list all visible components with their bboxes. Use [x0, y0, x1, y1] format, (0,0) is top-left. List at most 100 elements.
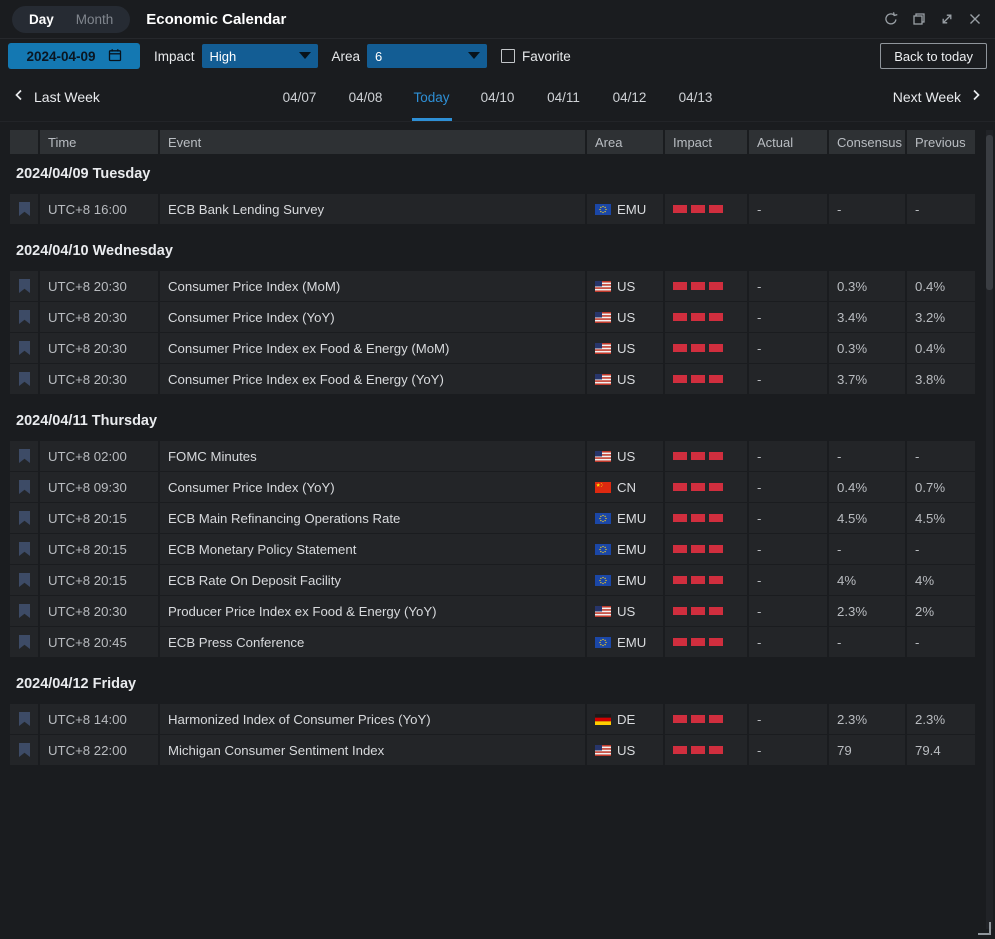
- header-time: Time: [40, 130, 158, 154]
- impact-bars: [665, 302, 747, 332]
- bookmark-icon[interactable]: [10, 704, 38, 734]
- day-tab[interactable]: 04/12: [597, 73, 663, 121]
- impact-bar: [709, 205, 723, 213]
- date-section: 2024/04/09 TuesdayUTC+8 16:00ECB Bank Le…: [10, 154, 975, 224]
- table-row[interactable]: UTC+8 20:30Consumer Price Index (MoM)US-…: [10, 271, 975, 301]
- restore-window-icon[interactable]: [911, 11, 927, 27]
- impact-bar: [709, 483, 723, 491]
- row-consensus: 0.3%: [829, 333, 905, 363]
- row-actual: -: [749, 333, 827, 363]
- bookmark-icon[interactable]: [10, 472, 38, 502]
- table-body: 2024/04/09 TuesdayUTC+8 16:00ECB Bank Le…: [10, 154, 975, 765]
- table-row[interactable]: UTC+8 22:00Michigan Consumer Sentiment I…: [10, 735, 975, 765]
- row-area: EMU: [587, 627, 663, 657]
- day-tab[interactable]: 04/13: [663, 73, 729, 121]
- row-area: EMU: [587, 565, 663, 595]
- refresh-icon[interactable]: [883, 11, 899, 27]
- events-table: Time Event Area Impact Actual Consensus …: [0, 122, 995, 765]
- day-tab[interactable]: 04/10: [465, 73, 531, 121]
- table-row[interactable]: UTC+8 14:00Harmonized Index of Consumer …: [10, 704, 975, 734]
- bookmark-icon[interactable]: [10, 302, 38, 332]
- table-row[interactable]: UTC+8 02:00FOMC MinutesUS---: [10, 441, 975, 471]
- bookmark-icon[interactable]: [10, 194, 38, 224]
- day-tab[interactable]: 04/11: [531, 73, 597, 121]
- de-flag-icon: [595, 714, 611, 725]
- month-toggle[interactable]: Month: [65, 6, 125, 33]
- table-row[interactable]: UTC+8 20:15ECB Main Refinancing Operatio…: [10, 503, 975, 533]
- date-section-header: 2024/04/10 Wednesday: [10, 231, 975, 271]
- row-event: ECB Press Conference: [160, 627, 585, 657]
- table-row[interactable]: UTC+8 09:30Consumer Price Index (YoY)CN-…: [10, 472, 975, 502]
- date-section-header: 2024/04/09 Tuesday: [10, 154, 975, 194]
- table-row[interactable]: UTC+8 20:15ECB Monetary Policy Statement…: [10, 534, 975, 564]
- row-time: UTC+8 20:30: [40, 271, 158, 301]
- bookmark-icon[interactable]: [10, 441, 38, 471]
- row-time: UTC+8 20:30: [40, 302, 158, 332]
- row-consensus: -: [829, 627, 905, 657]
- bookmark-icon[interactable]: [10, 627, 38, 657]
- next-week-button[interactable]: Next Week: [893, 87, 983, 108]
- resize-handle-icon[interactable]: [978, 922, 991, 935]
- bookmark-icon[interactable]: [10, 596, 38, 626]
- expand-icon[interactable]: [939, 11, 955, 27]
- view-toggle: Day Month: [12, 6, 130, 33]
- table-row[interactable]: UTC+8 20:30Producer Price Index ex Food …: [10, 596, 975, 626]
- area-code: EMU: [617, 511, 646, 526]
- day-toggle[interactable]: Day: [18, 6, 65, 33]
- row-previous: 79.4: [907, 735, 975, 765]
- area-label: Area: [332, 49, 361, 64]
- impact-dropdown[interactable]: High: [202, 44, 318, 68]
- table-row[interactable]: UTC+8 16:00ECB Bank Lending SurveyEMU---: [10, 194, 975, 224]
- scrollbar-thumb[interactable]: [986, 135, 993, 290]
- date-picker[interactable]: 2024-04-09: [8, 43, 140, 69]
- row-event: ECB Bank Lending Survey: [160, 194, 585, 224]
- impact-bar: [691, 607, 705, 615]
- day-tab-today[interactable]: Today: [399, 73, 465, 121]
- table-row[interactable]: UTC+8 20:30Consumer Price Index ex Food …: [10, 333, 975, 363]
- impact-bars: [665, 596, 747, 626]
- favorite-checkbox[interactable]: [501, 49, 515, 63]
- table-row[interactable]: UTC+8 20:30Consumer Price Index ex Food …: [10, 364, 975, 394]
- scrollbar[interactable]: [986, 130, 993, 929]
- bookmark-icon[interactable]: [10, 271, 38, 301]
- area-code: US: [617, 604, 635, 619]
- close-icon[interactable]: [967, 11, 983, 27]
- bookmark-icon[interactable]: [10, 735, 38, 765]
- table-row[interactable]: UTC+8 20:45ECB Press ConferenceEMU---: [10, 627, 975, 657]
- impact-bar: [691, 375, 705, 383]
- impact-bars: [665, 704, 747, 734]
- impact-bars: [665, 627, 747, 657]
- header-event: Event: [160, 130, 585, 154]
- impact-bar: [709, 576, 723, 584]
- last-week-button[interactable]: Last Week: [12, 87, 100, 108]
- impact-bars: [665, 472, 747, 502]
- table-row[interactable]: UTC+8 20:30Consumer Price Index (YoY)US-…: [10, 302, 975, 332]
- bookmark-icon[interactable]: [10, 333, 38, 363]
- row-actual: -: [749, 302, 827, 332]
- bookmark-icon[interactable]: [10, 534, 38, 564]
- row-event: ECB Main Refinancing Operations Rate: [160, 503, 585, 533]
- favorite-label: Favorite: [522, 49, 571, 64]
- us-flag-icon: [595, 606, 611, 617]
- impact-value: High: [210, 49, 237, 64]
- area-dropdown[interactable]: 6: [367, 44, 487, 68]
- chevron-left-icon: [12, 87, 26, 108]
- bookmark-icon[interactable]: [10, 503, 38, 533]
- eu-flag-icon: [595, 513, 611, 524]
- back-to-today-button[interactable]: Back to today: [880, 43, 987, 69]
- row-actual: -: [749, 565, 827, 595]
- bookmark-icon[interactable]: [10, 364, 38, 394]
- row-time: UTC+8 02:00: [40, 441, 158, 471]
- impact-bar: [673, 545, 687, 553]
- bookmark-icon[interactable]: [10, 565, 38, 595]
- table-row[interactable]: UTC+8 20:15ECB Rate On Deposit FacilityE…: [10, 565, 975, 595]
- eu-flag-icon: [595, 204, 611, 215]
- row-time: UTC+8 20:15: [40, 565, 158, 595]
- day-tab[interactable]: 04/07: [267, 73, 333, 121]
- row-area: US: [587, 441, 663, 471]
- date-section-header: 2024/04/12 Friday: [10, 664, 975, 704]
- impact-bar: [673, 715, 687, 723]
- day-tab[interactable]: 04/08: [333, 73, 399, 121]
- area-code: EMU: [617, 573, 646, 588]
- row-time: UTC+8 22:00: [40, 735, 158, 765]
